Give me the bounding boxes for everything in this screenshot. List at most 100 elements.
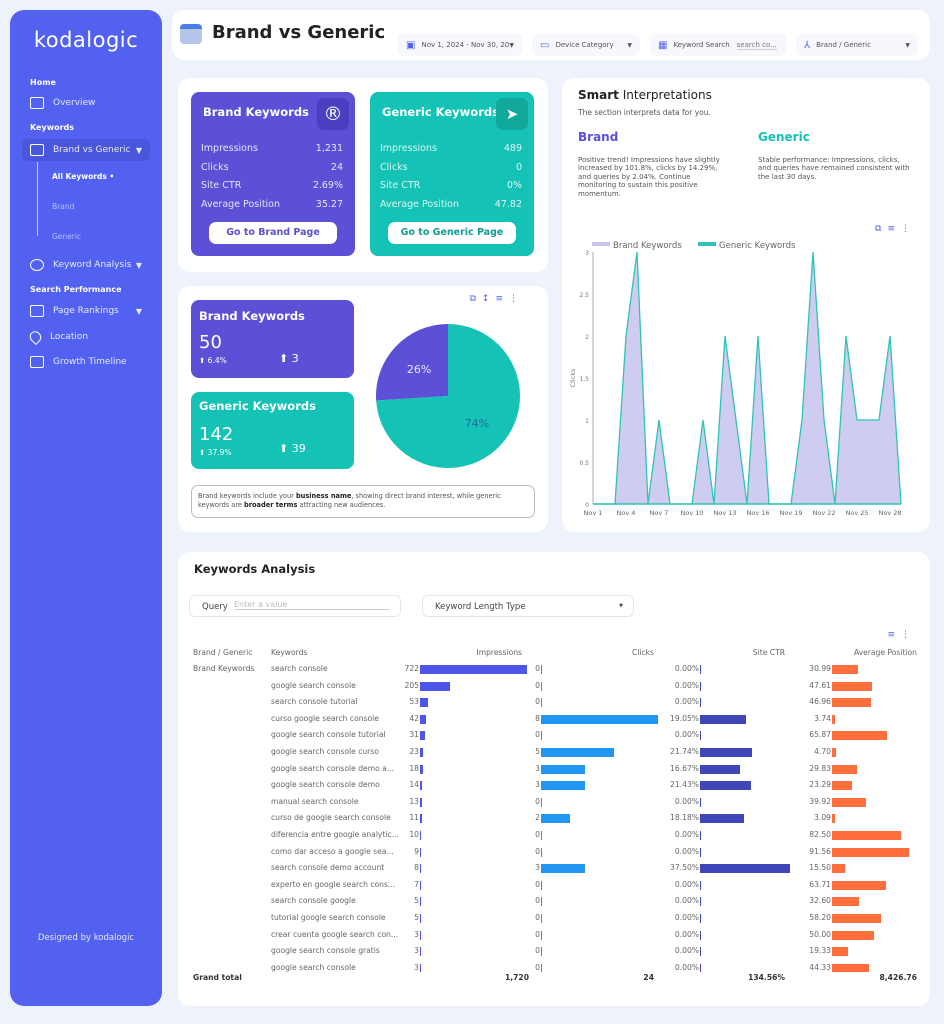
section-keywords: Keywords	[30, 123, 75, 132]
column-header[interactable]: Site CTR	[752, 648, 785, 657]
brand-area[interactable]	[593, 252, 901, 504]
legend-label[interactable]: Generic Keywords	[719, 241, 796, 251]
position-bar	[832, 864, 846, 874]
dropdown-arrow-icon: ▼	[509, 41, 514, 49]
clicks-bar	[541, 947, 542, 957]
legend-label[interactable]: Brand Keywords	[613, 241, 682, 251]
filter-icon[interactable]: ≡	[887, 630, 901, 640]
date-range-picker[interactable]: ▣ Nov 1, 2024 - Nov 30, 20 ▼	[398, 34, 522, 56]
sidebar-item-location[interactable]: Location	[22, 326, 150, 348]
table-row[interactable]: google search console tutorial 31 0 0.00% 65…	[178, 730, 930, 744]
table-row[interactable]: tutorial google search console 5 0 0.00% 58.…	[178, 913, 930, 927]
keyword-length-type-dropdown[interactable]: Keyword Length Type ▼	[422, 595, 634, 617]
more-icon[interactable]: ⋮	[509, 294, 524, 304]
filter-icon[interactable]: ≡	[887, 224, 901, 234]
chart-toolbar[interactable]: ⧉↕≡⋮	[469, 294, 524, 304]
ctr-value: 0.00%	[674, 896, 699, 906]
filter-icon[interactable]: ≡	[495, 294, 509, 304]
absolute-change: ⬆ 3	[279, 352, 299, 365]
ctr-value: 18.18%	[670, 813, 699, 823]
sidebar-item-overview[interactable]: Overview	[22, 92, 150, 114]
keyword-cell: google search console gratis	[271, 946, 380, 956]
table-row[interactable]: google search console gratis 3 0 0.00% 19.33	[178, 946, 930, 960]
impressions-bar	[420, 797, 422, 807]
device-category-label: Device Category	[555, 41, 614, 49]
widgets-icon: ▦	[658, 39, 668, 51]
table-row[interactable]: search console google 5 0 0.00% 32.60	[178, 896, 930, 910]
metric-row: Impressions 489	[380, 143, 522, 154]
column-header[interactable]: Impressions	[476, 648, 522, 657]
query-input[interactable]: Enter a value	[234, 600, 390, 610]
impressions-bar	[420, 847, 422, 857]
table-row[interactable]: experto en google search cons... 7 0 0.00% 6…	[178, 880, 930, 894]
metric-label: Site CTR	[201, 180, 242, 191]
metric-value: 47.82	[494, 198, 522, 210]
keyword-cell: search console demo account	[271, 863, 385, 873]
section-search-performance: Search Performance	[30, 285, 122, 294]
table-row[interactable]: google search console demo a... 18 3 16.67%…	[178, 764, 930, 778]
sidebar-item-keyword-analysis[interactable]: Keyword Analysis ▼	[22, 254, 150, 276]
subitem-brand[interactable]: Brand	[52, 202, 75, 211]
table-row[interactable]: curso de google search console 11 2 18.18% 3…	[178, 813, 930, 827]
table-row[interactable]: google search console 3 0 0.00% 44.33	[178, 963, 930, 972]
go-to-brand-page-button[interactable]: Go to Brand Page	[209, 222, 337, 244]
pie-slice-brand[interactable]	[376, 324, 448, 401]
metric-value: 24	[330, 161, 343, 173]
ctr-value: 0.00%	[674, 796, 699, 806]
column-header[interactable]: Average Position	[853, 648, 917, 657]
position-bar	[832, 764, 858, 774]
column-header[interactable]: Brand / Generic	[193, 648, 253, 657]
table-row[interactable]: crear cuenta google search con... 3 0 0.00%…	[178, 930, 930, 944]
calendar-icon: ▣	[406, 39, 416, 51]
impressions-bar	[420, 930, 421, 940]
table-toolbar[interactable]: ≡⋮	[887, 630, 916, 640]
y-tick-label: 1	[585, 418, 589, 425]
clicks-bar	[541, 930, 542, 940]
sidebar-item-brand-vs-generic[interactable]: Brand vs Generic ▼	[22, 139, 150, 161]
table-row[interactable]: search console demo account 8 3 37.50% 15.50	[178, 863, 930, 877]
more-icon[interactable]: ⋮	[901, 224, 916, 234]
column-header[interactable]: Keywords	[271, 648, 308, 657]
table-row[interactable]: google search console 205 0 0.00% 47.61	[178, 681, 930, 695]
sidebar-item-page-rankings[interactable]: Page Rankings ▼	[22, 300, 150, 322]
sort-icon[interactable]: ↕	[481, 294, 496, 304]
ctr-bar	[700, 897, 701, 907]
export-icon[interactable]: ⧉	[875, 224, 888, 234]
split-icon: ⅄	[804, 39, 811, 51]
sidebar: kodalogic Home Overview Keywords Brand v…	[10, 10, 162, 1006]
subitem-all-keywords[interactable]: All Keywords •	[52, 172, 115, 181]
impressions-value: 23	[409, 747, 419, 756]
brand-generic-filter[interactable]: ⅄ Brand / Generic ▼	[796, 34, 918, 56]
metric-value: 2.69%	[312, 180, 343, 191]
date-range-value: Nov 1, 2024 - Nov 30, 20	[421, 41, 510, 49]
export-icon[interactable]: ⧉	[469, 294, 482, 304]
x-tick-label: Nov 16	[746, 509, 769, 517]
impressions-bar	[420, 781, 423, 791]
table-row[interactable]: manual search console 13 0 0.00% 39.92	[178, 797, 930, 811]
subitem-generic[interactable]: Generic	[52, 232, 82, 241]
impressions-value: 10	[409, 830, 419, 839]
table-row[interactable]: google search console demo 14 3 21.43% 23.29	[178, 780, 930, 794]
clicks-value: 2	[535, 813, 540, 823]
column-header[interactable]: Clicks	[631, 648, 654, 657]
device-category-filter[interactable]: ▭ Device Category ▼	[532, 34, 640, 56]
search-analytics-icon	[30, 259, 44, 271]
keyword-search-filter[interactable]: ▦ Keyword Search search co...	[650, 34, 786, 56]
chart-toolbar[interactable]: ⧉≡⋮	[875, 224, 916, 234]
sidebar-item-growth-timeline[interactable]: Growth Timeline	[22, 351, 150, 373]
position-value: 82.50	[809, 830, 831, 839]
table-row[interactable]: como dar acceso a google sea... 9 0 0.00% 91…	[178, 847, 930, 861]
go-to-generic-page-button[interactable]: Go to Generic Page	[388, 222, 516, 244]
impressions-value: 53	[409, 697, 419, 707]
table-row[interactable]: curso google search console 42 8 19.05% 3.74	[178, 714, 930, 728]
table-row[interactable]: diferencia entre google analytic... 10 0 0.…	[178, 830, 930, 844]
clicks-bar	[541, 781, 585, 791]
pie-slice-generic[interactable]	[376, 324, 520, 468]
table-row[interactable]: google search console curso 23 5 21.74% 4.70	[178, 747, 930, 761]
table-row[interactable]: search console tutorial 53 0 0.00% 46.96	[178, 697, 930, 711]
position-value: 3.09	[814, 813, 831, 823]
more-icon[interactable]: ⋮	[901, 630, 916, 640]
ctr-value: 21.43%	[670, 780, 699, 790]
table-row[interactable]: search console 722 0 0.00% 30.99	[178, 664, 930, 678]
keyword-search-input[interactable]: search co...	[736, 40, 777, 50]
